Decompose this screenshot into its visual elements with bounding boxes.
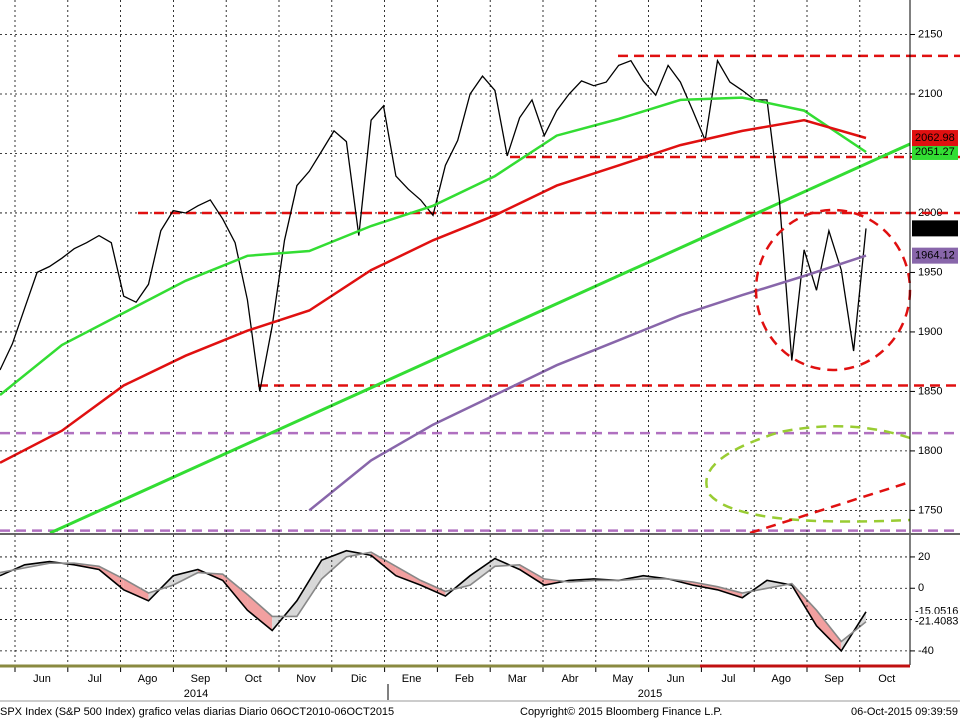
x-tick-label: Sep xyxy=(191,673,211,685)
x-tick-label: Sep xyxy=(824,673,844,685)
oscillator-fill xyxy=(816,610,842,651)
x-tick-label: Jul xyxy=(88,673,102,685)
series-line xyxy=(308,254,867,512)
oscillator-fill xyxy=(519,564,545,586)
plot: 1750180018501900195020002050210021501987… xyxy=(0,0,960,700)
x-tick-label: Oct xyxy=(878,673,895,685)
series-line xyxy=(0,549,867,653)
oscillator-fill xyxy=(296,560,322,617)
x-tick-label: Jun xyxy=(667,673,685,685)
oscillator-fill xyxy=(470,558,495,586)
x-tick-label: Oct xyxy=(245,673,262,685)
footer-center: Copyright© 2015 Bloomberg Finance L.P. xyxy=(520,706,722,718)
oscillator-fill xyxy=(123,578,149,601)
end-label: 2051.27 xyxy=(915,146,955,158)
projection-line xyxy=(749,480,911,535)
series-line xyxy=(0,551,867,643)
x-tick-label: Nov xyxy=(296,673,316,685)
x-tick-label: Jun xyxy=(33,673,51,685)
y-tick-label: 0 xyxy=(918,582,924,594)
end-label-box xyxy=(912,143,958,160)
y-tick-label: 20 xyxy=(918,551,930,563)
x-tick-label: Ago xyxy=(138,673,158,685)
y-tick-label: -40 xyxy=(918,645,934,657)
footer-left: SPX Index (S&P 500 Index) grafico velas … xyxy=(0,706,394,718)
oscillator-fill xyxy=(222,574,248,611)
y-tick-label: 1950 xyxy=(918,266,942,278)
series-line xyxy=(0,58,867,392)
x-tick-label: Mar xyxy=(508,673,527,685)
end-label: -21.4083 xyxy=(915,616,958,628)
oscillator-fill xyxy=(247,594,273,631)
x-tick-label: Ago xyxy=(771,673,791,685)
x-tick-label: Feb xyxy=(455,673,474,685)
series-line xyxy=(0,96,867,396)
y-tick-label: 1900 xyxy=(918,326,942,338)
x-tick-label: Dic xyxy=(351,673,367,685)
end-label-box xyxy=(912,613,958,630)
x-tick-label: Jul xyxy=(721,673,735,685)
trendline xyxy=(49,142,911,535)
oscillator-fill xyxy=(321,550,347,579)
end-label-box xyxy=(912,220,958,237)
end-label: 1987.05 xyxy=(915,222,955,234)
footer-right: 06-Oct-2015 09:39:59 xyxy=(851,706,958,718)
projection-ellipse xyxy=(705,424,911,523)
end-label: 1964.12 xyxy=(915,250,955,262)
x-tick-label: May xyxy=(612,673,633,685)
end-label-box xyxy=(912,247,958,264)
oscillator-fill xyxy=(395,566,421,586)
series-line xyxy=(0,118,867,464)
x-tick-label: Ene xyxy=(402,673,422,685)
y-tick-label: 2100 xyxy=(918,88,942,100)
year-label: 2015 xyxy=(638,688,662,700)
year-label: 2014 xyxy=(184,688,208,700)
x-tick-label: Abr xyxy=(561,673,578,685)
end-label-box xyxy=(912,130,958,147)
y-tick-label: 1800 xyxy=(918,445,942,457)
oscillator-fill xyxy=(420,580,446,597)
y-tick-label: 2150 xyxy=(918,28,942,40)
end-label: 2062.98 xyxy=(915,132,955,144)
y-tick-label: 1850 xyxy=(918,385,942,397)
y-tick-label: 1750 xyxy=(918,504,942,516)
